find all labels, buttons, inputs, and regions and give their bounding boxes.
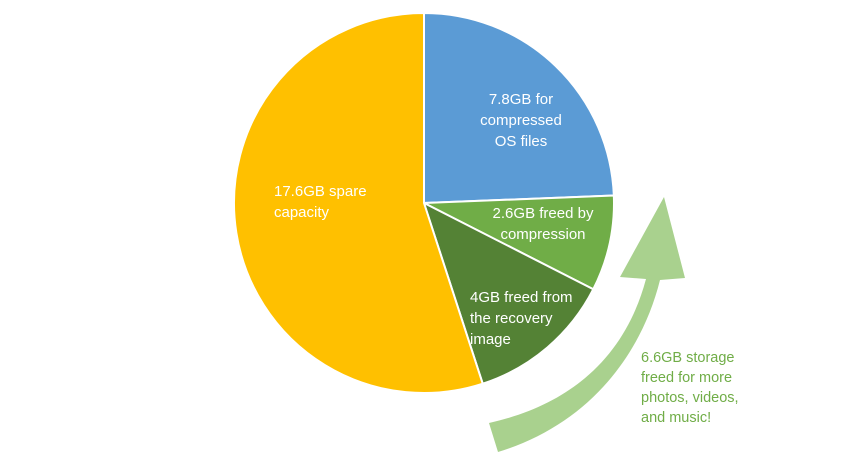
annotation-line: freed for more [641, 370, 732, 386]
slice-label-line: capacity [274, 204, 330, 221]
pie-slice-spare-capacity [233, 12, 484, 394]
pie-labels: 7.8GB for compressed OS files 2.6GB freed b… [274, 91, 594, 348]
slice-label-line: image [470, 331, 511, 348]
slice-label-line: 4GB freed from [470, 289, 573, 306]
pie-slice-compressed-os-files [423, 12, 615, 204]
slice-label-line: 2.6GB freed by [493, 205, 594, 222]
slice-label-spare-capacity: 17.6GB spare capacity [274, 183, 367, 221]
pie-slices [233, 12, 615, 394]
annotation-line: 6.6GB storage [641, 350, 735, 366]
slice-label-line: 17.6GB spare [274, 183, 367, 200]
slice-label-freed-by-compression: 2.6GB freed by compression [493, 205, 594, 243]
curved-arrow [489, 197, 685, 452]
pie-slice-freed-by-compression [423, 194, 615, 291]
slice-label-compressed-os-files: 7.8GB for compressed OS files [480, 91, 562, 150]
annotation-line: and music! [641, 410, 711, 426]
slice-label-line: the recovery [470, 310, 553, 327]
slice-label-line: OS files [495, 133, 548, 150]
pie-slice-freed-from-recovery-image [423, 202, 595, 385]
slice-label-line: compressed [480, 112, 562, 129]
slice-label-line: compression [500, 226, 585, 243]
slice-label-freed-from-recovery-image: 4GB freed from the recovery image [470, 289, 573, 348]
storage-freed-annotation: 6.6GB storage freed for more photos, video… [641, 350, 739, 426]
annotation-line: photos, videos, [641, 390, 739, 406]
slice-label-line: 7.8GB for [489, 91, 553, 108]
